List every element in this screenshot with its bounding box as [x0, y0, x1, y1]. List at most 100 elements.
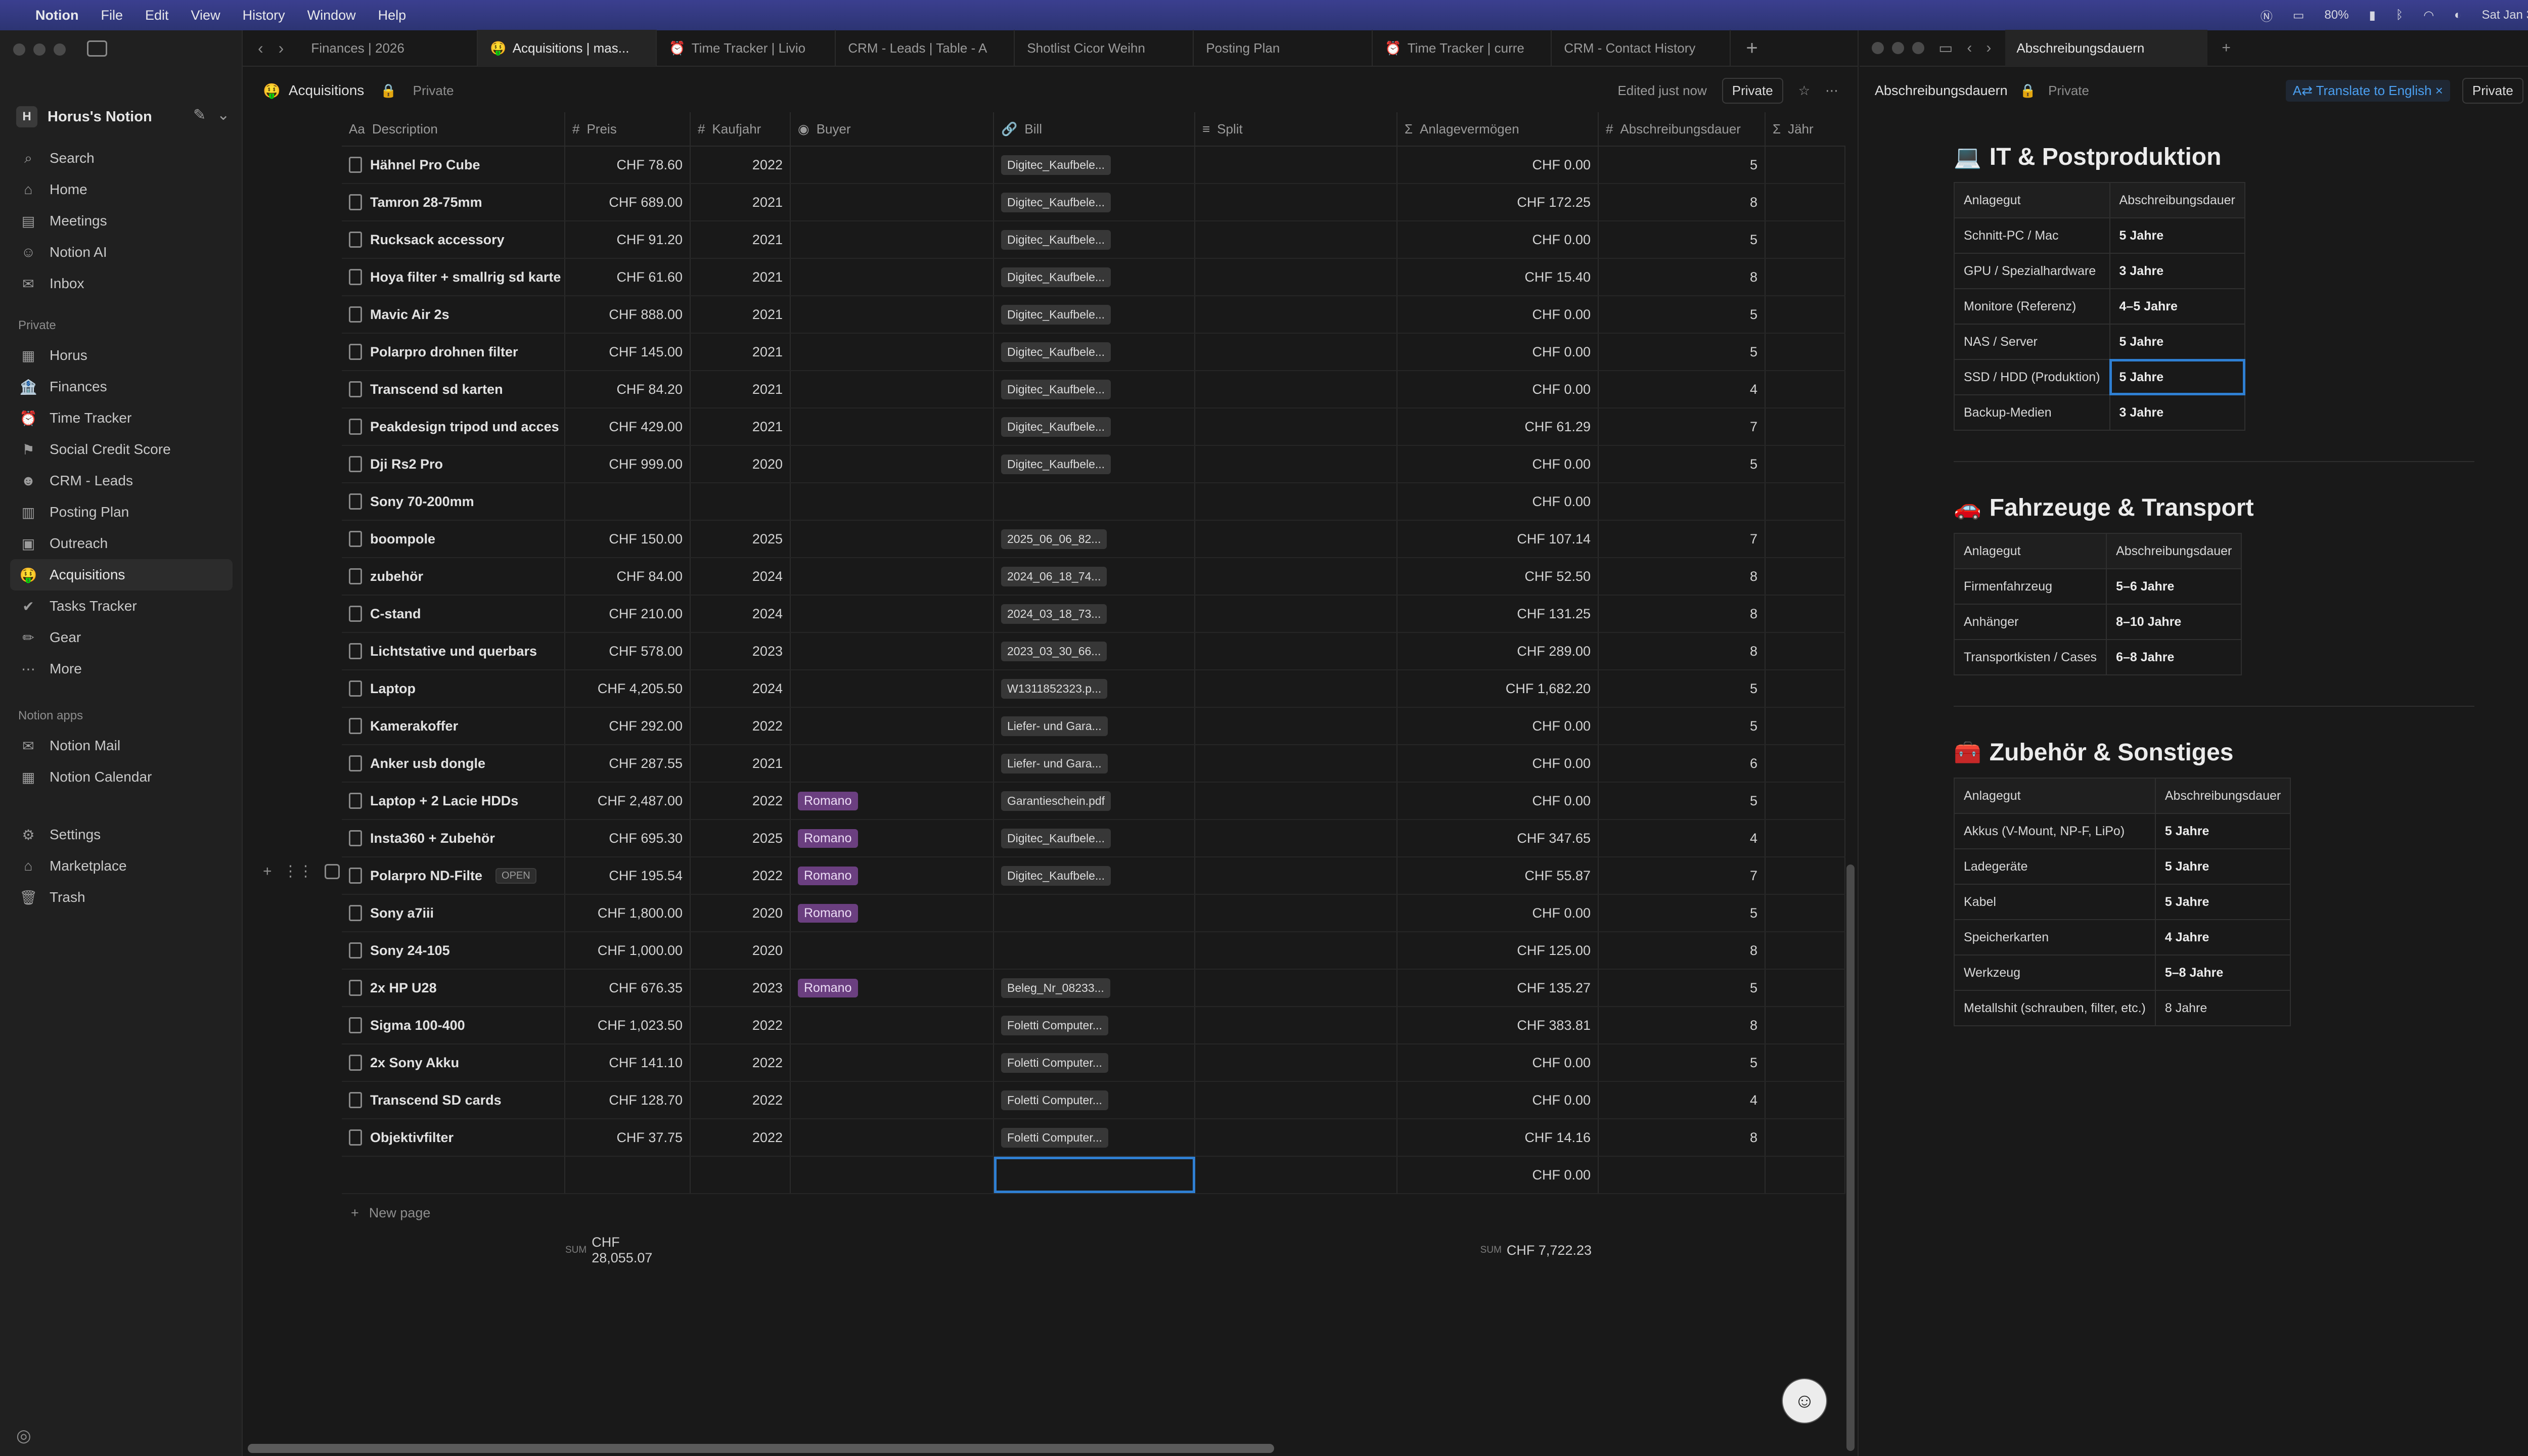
cell-abschreibungsdauer[interactable]	[1599, 483, 1766, 520]
cell-jaehrlich[interactable]	[1766, 895, 1845, 931]
table-row[interactable]: Monitore (Referenz) 4–5 Jahre	[1954, 288, 2245, 325]
cell-anlagevermoegen[interactable]: CHF 0.00	[1397, 745, 1599, 782]
sidebar-item-outreach[interactable]: ▣ Outreach	[10, 528, 233, 559]
screen-icon[interactable]: ▭	[2292, 8, 2305, 22]
table-row[interactable]: Sony a7iii CHF 1,800.00 2020 Romano CHF 0.00…	[342, 895, 1845, 932]
cell-abschreibungsdauer[interactable]: 8	[1599, 184, 1766, 220]
cell-kaufjahr[interactable]: 2021	[691, 259, 791, 295]
tab-abschreibungsdauern[interactable]: Abschreibungsdauern	[2005, 30, 2208, 66]
asset-cell[interactable]: Transportkisten / Cases	[1953, 639, 2107, 675]
cell-bill[interactable]: Foletti Computer...	[994, 1007, 1195, 1043]
cell-preis[interactable]: CHF 78.60	[565, 147, 691, 183]
cell-anlagevermoegen[interactable]: CHF 0.00	[1397, 1082, 1599, 1118]
close-window-button[interactable]	[1872, 42, 1884, 54]
file-chip[interactable]: Liefer- und Gara...	[1001, 753, 1108, 774]
sidebar-item-trash[interactable]: 🗑 Trash	[10, 882, 233, 913]
file-chip[interactable]: Beleg_Nr_08233...	[1001, 978, 1110, 998]
cell-abschreibungsdauer[interactable]: 5	[1599, 147, 1766, 183]
cell-anlagevermoegen[interactable]: CHF 15.40	[1397, 259, 1599, 295]
cell-split[interactable]	[1195, 1082, 1397, 1118]
control-center-icon[interactable]: ◐	[2454, 8, 2462, 22]
cell-split[interactable]	[1195, 446, 1397, 482]
cell-abschreibungsdauer[interactable]: 7	[1599, 408, 1766, 445]
cell-anlagevermoegen[interactable]: CHF 0.00	[1397, 296, 1599, 333]
cell-jaehrlich[interactable]	[1766, 147, 1845, 183]
cell-buyer[interactable]	[791, 745, 994, 782]
column-header-abschreibungsdauer[interactable]: # Abschreibungsdauer	[1599, 112, 1766, 146]
cell-abschreibungsdauer[interactable]: 5	[1599, 708, 1766, 744]
file-chip[interactable]: Foletti Computer...	[1001, 1053, 1108, 1073]
add-tab-icon[interactable]: +	[2222, 39, 2231, 56]
sidebar-item-gear[interactable]: ✏ Gear	[10, 622, 233, 653]
cell-preis[interactable]: CHF 91.20	[565, 221, 691, 258]
cell-bill[interactable]: Digitec_Kaufbele...	[994, 820, 1195, 856]
cell-anlagevermoegen[interactable]: CHF 0.00	[1397, 783, 1599, 819]
cell-preis[interactable]	[565, 483, 691, 520]
cell-preis[interactable]: CHF 1,800.00	[565, 895, 691, 931]
asset-cell[interactable]: Firmenfahrzeug	[1953, 568, 2107, 605]
table-row[interactable]: 2x Sony Akku CHF 141.10 2022 Foletti Comput…	[342, 1044, 1845, 1082]
clock[interactable]: Sat Jan 31 18:44	[2481, 8, 2528, 22]
duration-cell[interactable]: 8–10 Jahre	[2106, 604, 2242, 640]
cell-split[interactable]	[1195, 371, 1397, 407]
cell-bill[interactable]	[994, 895, 1195, 931]
cell-kaufjahr[interactable]: 2022	[691, 1082, 791, 1118]
row-checkbox[interactable]	[324, 863, 340, 879]
cell-abschreibungsdauer[interactable]: 5	[1599, 670, 1766, 707]
cell-jaehrlich[interactable]	[1766, 1119, 1845, 1156]
duration-cell[interactable]: 6–8 Jahre	[2106, 639, 2242, 675]
cell-buyer[interactable]	[791, 408, 994, 445]
cell-abschreibungsdauer[interactable]: 8	[1599, 932, 1766, 969]
cell-bill[interactable]: Digitec_Kaufbele...	[994, 857, 1195, 894]
cell-anlagevermoegen[interactable]: CHF 55.87	[1397, 857, 1599, 894]
sidebar-item-notion-calendar[interactable]: ▦ Notion Calendar	[10, 761, 233, 793]
cell-buyer[interactable]	[791, 708, 994, 744]
table-row[interactable]: CHF 0.00	[342, 1157, 1845, 1194]
table-row[interactable]: boompole CHF 150.00 2025 2025_06_06_82... CH…	[342, 521, 1845, 558]
cell-description[interactable]: Objektivfilter	[342, 1119, 565, 1156]
cell-abschreibungsdauer[interactable]: 5	[1599, 334, 1766, 370]
file-chip[interactable]: 2025_06_06_82...	[1001, 529, 1107, 549]
cell-anlagevermoegen[interactable]: CHF 0.00	[1397, 371, 1599, 407]
asset-cell[interactable]: Akkus (V-Mount, NP-F, LiPo)	[1954, 813, 2156, 849]
cell-kaufjahr[interactable]: 2024	[691, 670, 791, 707]
cell-description[interactable]: Anker usb dongle	[342, 745, 565, 782]
chevron-down-icon[interactable]: ⌄	[217, 107, 230, 123]
cell-jaehrlich[interactable]	[1766, 558, 1845, 595]
sidebar-item-tasks-tracker[interactable]: ✔ Tasks Tracker	[10, 590, 233, 622]
asset-cell[interactable]: Anhänger	[1953, 604, 2107, 640]
cell-buyer[interactable]	[791, 1044, 994, 1081]
file-chip[interactable]: Digitec_Kaufbele...	[1001, 342, 1111, 362]
more-options-icon[interactable]: ⋯	[1825, 82, 1838, 98]
column-header[interactable]: Anlagegut	[1954, 778, 2156, 814]
cell-bill[interactable]: Digitec_Kaufbele...	[994, 221, 1195, 258]
cell-description[interactable]: Hoya filter + smallrig sd karte	[342, 259, 565, 295]
file-chip[interactable]: Foletti Computer...	[1001, 1015, 1108, 1035]
section-heading[interactable]: 🚗 Fahrzeuge & Transport	[1954, 482, 2485, 533]
cell-preis[interactable]: CHF 676.35	[565, 970, 691, 1006]
sidebar-toggle-icon[interactable]: ▭	[1938, 39, 1953, 57]
cell-abschreibungsdauer[interactable]: 4	[1599, 1082, 1766, 1118]
cell-abschreibungsdauer[interactable]: 8	[1599, 259, 1766, 295]
cell-abschreibungsdauer[interactable]: 5	[1599, 895, 1766, 931]
cell-split[interactable]	[1195, 745, 1397, 782]
cell-buyer[interactable]	[791, 221, 994, 258]
file-chip[interactable]: 2023_03_30_66...	[1001, 641, 1107, 661]
column-header[interactable]: Abschreibungsdauer	[2109, 182, 2245, 218]
column-header-split[interactable]: ≡ Split	[1195, 112, 1397, 146]
menu-window[interactable]: Window	[307, 7, 356, 23]
table-row[interactable]: Speicherkarten 4 Jahre	[1954, 919, 2291, 956]
table-row[interactable]: Sony 24-105 CHF 1,000.00 2020 CHF 125.00 8	[342, 932, 1845, 970]
cell-jaehrlich[interactable]	[1766, 221, 1845, 258]
cell-jaehrlich[interactable]	[1766, 371, 1845, 407]
sidebar-item-social-credit-score[interactable]: ⚑ Social Credit Score	[10, 434, 233, 465]
cell-preis[interactable]: CHF 888.00	[565, 296, 691, 333]
cell-preis[interactable]: CHF 1,000.00	[565, 932, 691, 969]
cell-jaehrlich[interactable]	[1766, 521, 1845, 557]
cell-description[interactable]: Sony 24-105	[342, 932, 565, 969]
cell-anlagevermoegen[interactable]: CHF 0.00	[1397, 1044, 1599, 1081]
asset-cell[interactable]: NAS / Server	[1954, 324, 2110, 360]
cell-kaufjahr[interactable]: 2024	[691, 596, 791, 632]
file-chip[interactable]: Digitec_Kaufbele...	[1001, 417, 1111, 437]
cell-kaufjahr[interactable]: 2022	[691, 1119, 791, 1156]
